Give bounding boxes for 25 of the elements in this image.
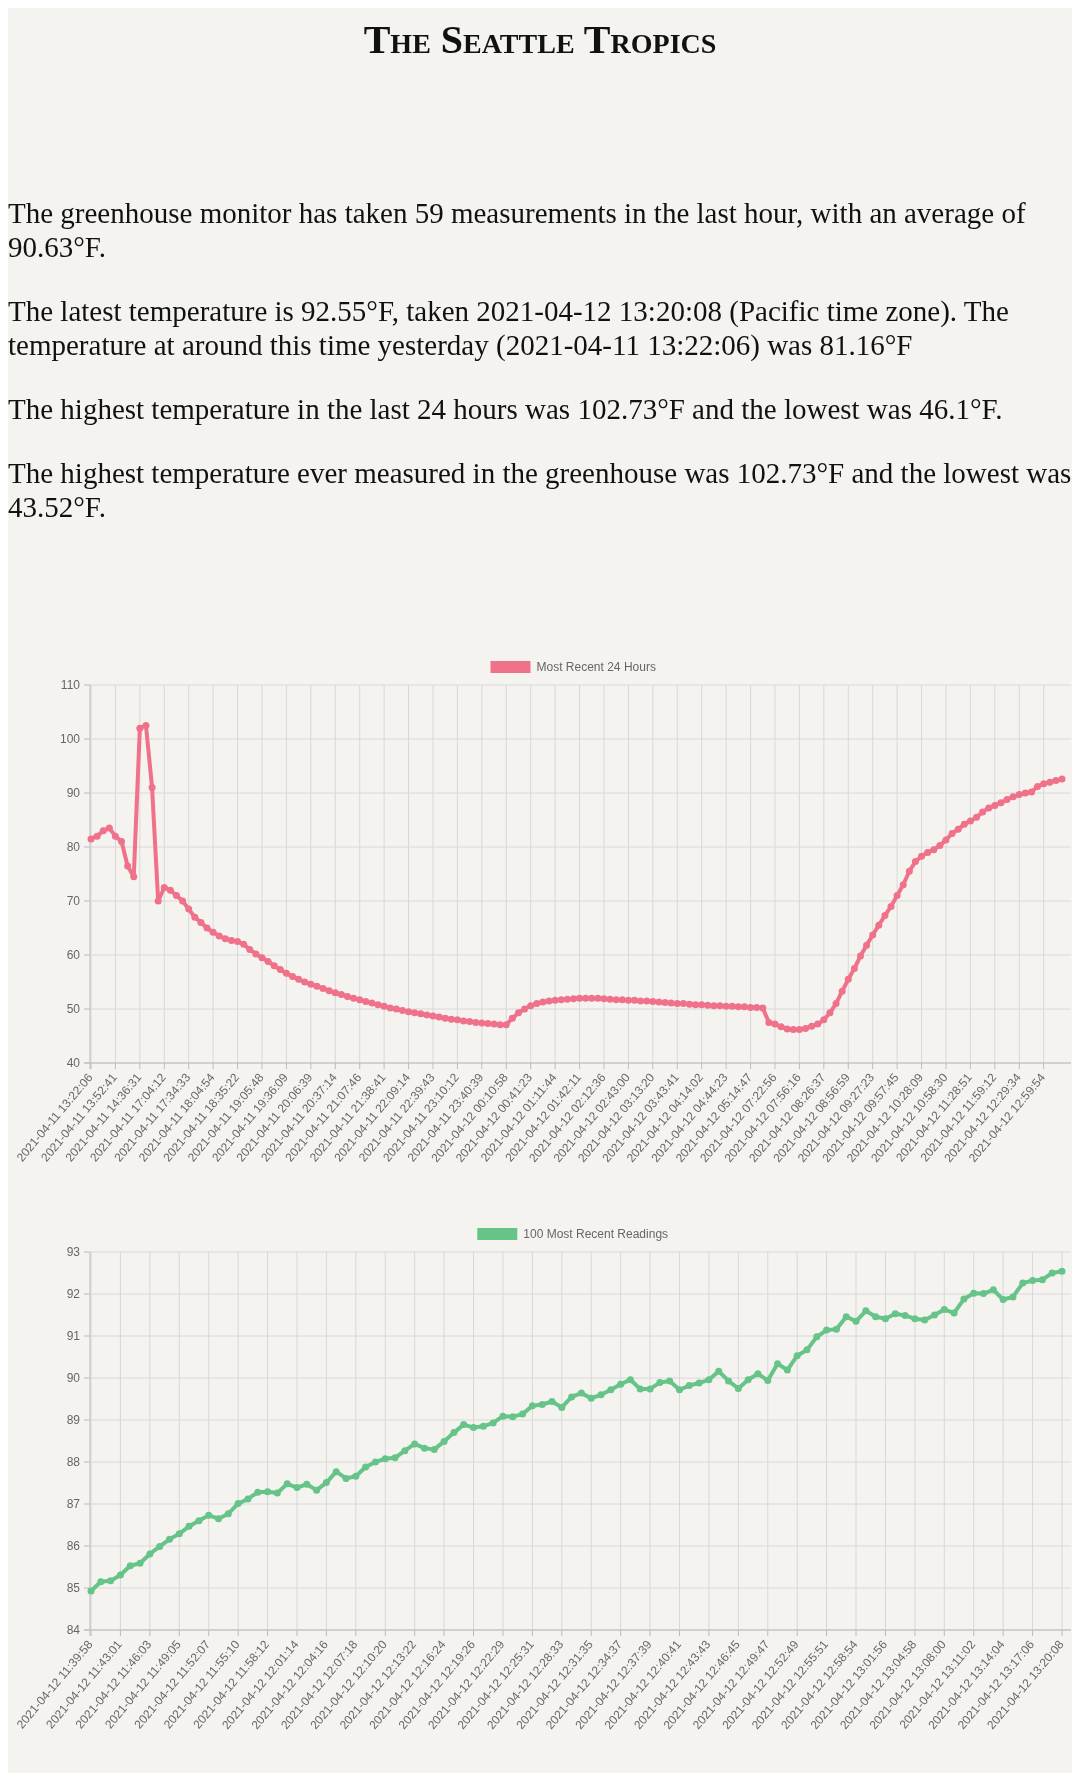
text: The latest temperature is 92.55°F, taken 2021-04-12 13:20:08 (Pacific time zone). The temperature at around this time yesterday (2021-04-11 13:22:06) was 81.16°F <box>8 294 1010 362</box>
legend-label: 100 Most Recent Readings <box>523 1227 669 1242</box>
y-tick-label: 88 <box>66 1455 81 1470</box>
y-tick-label: 100 <box>59 732 81 747</box>
text: The highest temperature in the last 24 hours was 102.73°F and the lowest was 46.1°F. <box>8 392 1004 426</box>
y-tick-label: 70 <box>66 894 81 909</box>
y-tick-label: 92 <box>66 1287 81 1302</box>
y-tick-label: 60 <box>66 948 81 963</box>
text: The Seattle Tropics <box>362 16 718 64</box>
legend-label: Most Recent 24 Hours <box>536 660 656 675</box>
y-tick-label: 40 <box>66 1056 81 1071</box>
y-tick-label: 84 <box>66 1623 81 1638</box>
y-tick-label: 93 <box>66 1245 81 1260</box>
y-tick-label: 86 <box>66 1539 81 1554</box>
y-tick-label: 90 <box>66 1371 81 1386</box>
text: The greenhouse monitor has taken 59 measurements in the last hour, with an average of 90.63°F. <box>8 196 1027 264</box>
y-tick-label: 85 <box>66 1581 81 1596</box>
y-tick-label: 91 <box>66 1329 81 1344</box>
y-tick-label: 80 <box>66 840 81 855</box>
y-tick-label: 110 <box>60 678 81 693</box>
y-tick-label: 50 <box>66 1002 81 1017</box>
y-tick-label: 87 <box>66 1497 81 1512</box>
y-tick-label: 90 <box>66 786 81 801</box>
text: The highest temperature ever measured in the greenhouse was 102.73°F and the lowest was 43.52°F. <box>8 456 1072 524</box>
y-tick-label: 89 <box>66 1413 81 1428</box>
